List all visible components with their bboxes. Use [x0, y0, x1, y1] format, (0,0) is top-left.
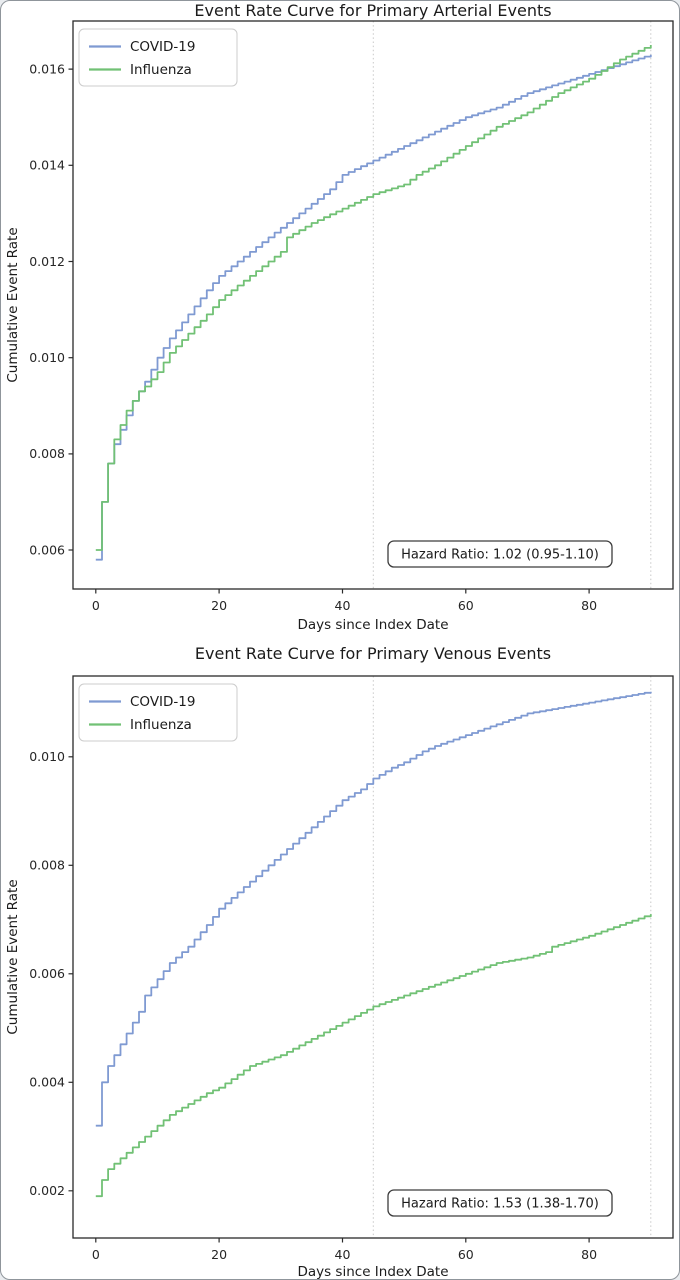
y-tick-label: 0.006 — [29, 542, 65, 557]
x-axis-ticks: 0 20 40 60 80 — [92, 1238, 597, 1262]
covid-19-curve — [95, 691, 652, 1127]
plot-frame — [72, 20, 674, 590]
reference-lines — [372, 21, 652, 589]
covid-19-legend-label: COVID-19 — [130, 694, 195, 710]
y-axis-ticks: 0.006 0.008 0.010 0.012 0.014 0.016 — [29, 61, 73, 557]
hazard-ratio-annotation: Hazard Ratio: 1.02 (0.95-1.10) — [387, 540, 613, 568]
influenza-curve — [95, 914, 652, 1198]
y-tick-label: 0.010 — [29, 749, 65, 764]
hazard-ratio-annotation: Hazard Ratio: 1.53 (1.38-1.70) — [387, 1189, 613, 1217]
arterial-events-chart: Event Rate Curve for Primary Arterial Ev… — [5, 1, 674, 633]
x-tick-label: 60 — [458, 1247, 474, 1262]
x-tick-label: 0 — [92, 598, 100, 613]
x-tick-label: 20 — [211, 598, 227, 613]
y-tick-label: 0.010 — [29, 350, 65, 365]
y-tick-label: 0.004 — [29, 1075, 65, 1090]
influenza-curve — [95, 45, 652, 551]
hazard-ratio-text: Hazard Ratio: 1.53 (1.38-1.70) — [401, 1197, 599, 1212]
curves — [95, 45, 652, 561]
covid-19-legend-label: COVID-19 — [130, 39, 195, 55]
venous-events-chart: Event Rate Curve for Primary Venous Even… — [5, 644, 674, 1280]
x-tick-label: 80 — [581, 598, 597, 613]
legend: COVID-19 Influenza — [78, 28, 238, 87]
x-tick-label: 20 — [211, 1247, 227, 1262]
curves — [95, 691, 652, 1198]
y-tick-label: 0.016 — [29, 61, 65, 76]
x-tick-label: 40 — [335, 1247, 351, 1262]
x-tick-label: 60 — [458, 598, 474, 613]
y-tick-label: 0.014 — [29, 158, 65, 173]
y-axis-label: Cumulative Event Rate — [5, 227, 21, 382]
hazard-ratio-text: Hazard Ratio: 1.02 (0.95-1.10) — [401, 548, 599, 563]
x-axis-label: Days since Index Date — [297, 1264, 448, 1280]
chart-title: Event Rate Curve for Primary Venous Even… — [195, 644, 551, 663]
covid-19-curve — [95, 54, 652, 561]
influenza-legend-label: Influenza — [130, 717, 192, 733]
y-tick-label: 0.012 — [29, 254, 65, 269]
y-tick-label: 0.008 — [29, 858, 65, 873]
x-tick-label: 40 — [335, 598, 351, 613]
y-tick-label: 0.006 — [29, 966, 65, 981]
y-tick-label: 0.002 — [29, 1183, 65, 1198]
chart-title: Event Rate Curve for Primary Arterial Ev… — [194, 1, 551, 20]
legend: COVID-19 Influenza — [78, 683, 238, 742]
hazard-ratio-box — [387, 1189, 613, 1217]
x-tick-label: 80 — [581, 1247, 597, 1262]
x-tick-label: 0 — [92, 1247, 100, 1262]
y-tick-label: 0.008 — [29, 446, 65, 461]
influenza-legend-label: Influenza — [130, 62, 192, 78]
x-axis-ticks: 0 20 40 60 80 — [92, 589, 597, 613]
y-axis-ticks: 0.002 0.004 0.006 0.008 0.010 — [29, 749, 73, 1198]
reference-lines — [372, 676, 652, 1238]
legend-box — [78, 28, 238, 87]
legend-box — [78, 683, 238, 742]
hazard-ratio-box — [387, 540, 613, 568]
x-axis-label: Days since Index Date — [297, 617, 448, 633]
y-axis-label: Cumulative Event Rate — [5, 879, 21, 1034]
plot-frame — [72, 675, 674, 1239]
